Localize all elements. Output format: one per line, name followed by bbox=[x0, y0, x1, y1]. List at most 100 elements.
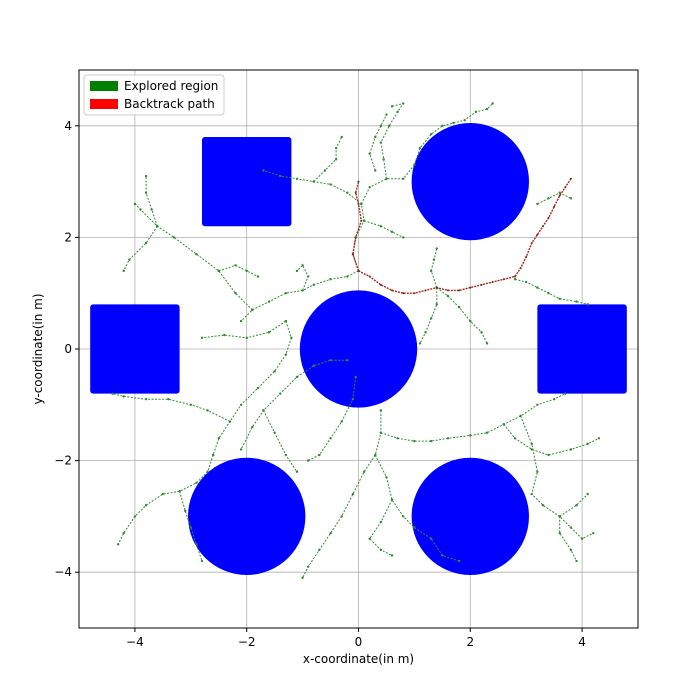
explored-node bbox=[284, 292, 288, 295]
explored-node bbox=[586, 442, 589, 446]
explored-node bbox=[586, 492, 589, 496]
explored-node bbox=[536, 202, 539, 206]
explored-node bbox=[144, 191, 148, 194]
explored-node bbox=[379, 225, 383, 228]
explored-node bbox=[217, 437, 220, 440]
y-tick-label: −4 bbox=[54, 565, 72, 579]
explored-node bbox=[564, 392, 567, 395]
backtrack-node bbox=[519, 267, 522, 270]
explored-node bbox=[457, 559, 461, 563]
obstacle-circle bbox=[299, 290, 418, 408]
y-tick-label: 0 bbox=[64, 342, 72, 356]
explored-node bbox=[245, 269, 248, 273]
explored-node bbox=[262, 169, 265, 172]
explored-node bbox=[273, 370, 276, 373]
explored-node bbox=[122, 395, 125, 398]
explored-node bbox=[167, 398, 170, 401]
explored-node bbox=[575, 504, 578, 507]
explored-node bbox=[402, 236, 405, 239]
legend-label-explored: Explored region bbox=[124, 79, 218, 93]
explored-node bbox=[267, 300, 271, 303]
explored-node bbox=[569, 526, 573, 529]
explored-node bbox=[402, 515, 405, 518]
explored-node bbox=[262, 409, 265, 412]
explored-node bbox=[312, 283, 315, 287]
explored-node bbox=[267, 331, 271, 334]
explored-node bbox=[133, 202, 137, 206]
explored-node bbox=[432, 258, 436, 261]
backtrack-node bbox=[354, 191, 357, 194]
explored-node bbox=[413, 526, 416, 529]
explored-node bbox=[295, 177, 299, 181]
x-axis-ticks: −4 −2 0 2 4 bbox=[126, 628, 586, 649]
explored-node bbox=[485, 107, 489, 111]
backtrack-node bbox=[525, 255, 528, 258]
explored-node bbox=[139, 208, 142, 211]
explored-node bbox=[346, 275, 349, 278]
explored-node bbox=[312, 180, 315, 183]
explored-branch bbox=[520, 415, 594, 540]
backtrack-node bbox=[491, 281, 494, 284]
explored-node bbox=[122, 269, 125, 273]
explored-node bbox=[536, 470, 539, 473]
backtrack-node bbox=[435, 286, 438, 289]
explored-node bbox=[379, 124, 383, 128]
explored-node bbox=[228, 420, 232, 423]
explored-node bbox=[128, 258, 131, 261]
y-axis-label: y-coordinate(in m) bbox=[31, 293, 45, 404]
explored-node bbox=[340, 135, 343, 139]
explored-node bbox=[144, 174, 148, 178]
explored-node bbox=[536, 286, 539, 289]
explored-node bbox=[469, 434, 472, 437]
explored-branch bbox=[559, 516, 577, 562]
explored-node bbox=[116, 543, 120, 546]
explored-node bbox=[360, 202, 363, 206]
explored-node bbox=[189, 526, 192, 529]
explored-node bbox=[429, 439, 433, 443]
explored-node bbox=[290, 336, 293, 340]
explored-node bbox=[519, 414, 522, 418]
y-tick-label: −2 bbox=[54, 454, 72, 468]
explored-node bbox=[418, 342, 422, 345]
explored-node bbox=[569, 548, 573, 552]
explored-branch bbox=[374, 454, 460, 562]
explored-node bbox=[580, 537, 584, 540]
backtrack-node bbox=[547, 216, 550, 219]
explored-node bbox=[111, 392, 114, 395]
explored-node bbox=[379, 548, 383, 552]
explored-node bbox=[541, 504, 545, 507]
explored-node bbox=[150, 208, 153, 211]
explored-node bbox=[295, 269, 299, 273]
backtrack-node bbox=[514, 275, 517, 278]
explored-branch bbox=[307, 376, 357, 462]
explored-node bbox=[390, 105, 394, 108]
explored-node bbox=[301, 289, 304, 292]
explored-node bbox=[329, 358, 332, 362]
backtrack-node bbox=[351, 253, 354, 256]
backtrack-node bbox=[469, 286, 472, 289]
explored-node bbox=[368, 185, 371, 189]
explored-node bbox=[295, 470, 299, 473]
backtrack-node bbox=[357, 202, 360, 205]
explored-node bbox=[189, 403, 192, 406]
explored-node bbox=[502, 423, 506, 426]
explored-node bbox=[374, 453, 377, 457]
explored-node bbox=[211, 453, 215, 457]
explored-node bbox=[558, 191, 561, 194]
legend-box bbox=[83, 74, 225, 116]
explored-node bbox=[340, 515, 343, 518]
explored-branch bbox=[117, 454, 214, 545]
obstacle-circle bbox=[188, 457, 306, 575]
explored-node bbox=[374, 135, 377, 139]
explored-node bbox=[429, 132, 433, 136]
explored-node bbox=[284, 353, 288, 356]
x-tick-label: −2 bbox=[238, 635, 256, 649]
explored-node bbox=[234, 264, 237, 267]
explored-node bbox=[452, 121, 455, 125]
explored-node bbox=[385, 177, 388, 181]
obstacles bbox=[90, 123, 627, 575]
explored-node bbox=[351, 398, 355, 401]
explored-node bbox=[429, 317, 433, 320]
explored-node bbox=[239, 448, 243, 451]
explored-node bbox=[206, 409, 209, 412]
